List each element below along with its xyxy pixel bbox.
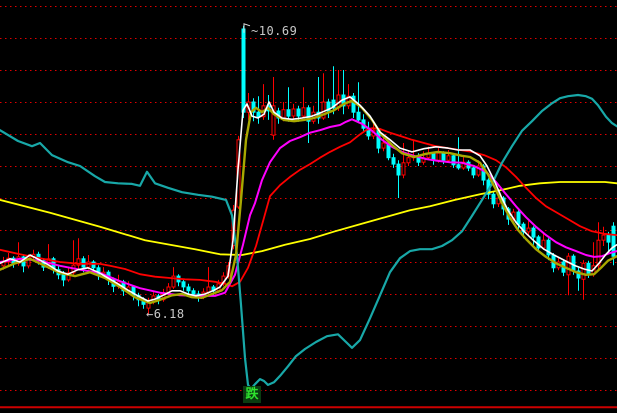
candle-body-up (281, 109, 286, 119)
candle-body-up (406, 157, 411, 164)
ma-fast-white-line (0, 96, 617, 302)
ma-slow-red-line (0, 127, 617, 288)
candle-body-up (526, 227, 531, 233)
candle-body-up (581, 262, 586, 280)
candle-body-up (381, 142, 386, 149)
inverse-indicator-teal-line (0, 93, 617, 390)
candle-body-down (576, 270, 581, 279)
candle-body-down (491, 193, 496, 205)
candle-body-up (66, 272, 71, 281)
candle-body-up (171, 275, 176, 288)
ma-long-yellow-line (0, 181, 617, 256)
candle-body-down (296, 108, 301, 117)
candle-body-down (326, 101, 331, 112)
candle-body-down (256, 111, 261, 118)
candle-body-up (271, 105, 276, 136)
candle-body-up (596, 239, 601, 267)
candle-body-up (566, 255, 571, 276)
candle-body-up (76, 258, 81, 266)
candle-body-down (606, 234, 611, 243)
candle-body-down (241, 28, 246, 113)
high-price-annotation: ~10.69 (251, 24, 298, 38)
candle-body-down (81, 258, 86, 268)
candle-body-up (541, 239, 546, 249)
candle-body-down (306, 107, 311, 122)
candle-body-down (471, 167, 476, 176)
candle-body-down (181, 281, 186, 288)
candle-body-down (331, 99, 336, 109)
fall-marker-badge: 跌 (243, 386, 261, 403)
candle-body-down (396, 163, 401, 176)
candle-body-down (356, 111, 361, 121)
candle-body-down (191, 290, 196, 295)
ma-fast-olive-line (0, 99, 617, 305)
candle-body-down (441, 152, 446, 161)
candle-body-up (401, 162, 406, 176)
candle-body-down (451, 155, 456, 166)
candle-body-up (476, 165, 481, 176)
candle-body-down (516, 211, 521, 225)
candle-body-down (531, 227, 536, 238)
candle-body-up (301, 107, 306, 117)
candle-body-up (601, 234, 606, 241)
candle-body-down (61, 274, 66, 281)
candle-body-down (456, 164, 461, 169)
candle-body-down (286, 109, 291, 117)
candle-body-down (391, 157, 396, 165)
candle-body-down (91, 261, 96, 269)
candle-body-up (321, 101, 326, 119)
candle-body-down (546, 239, 551, 256)
candle-body-up (436, 152, 441, 161)
candle-body-down (586, 262, 591, 275)
high-flag-icon (243, 23, 251, 33)
low-price-annotation: ←6.18 (146, 307, 185, 321)
candle-body-down (611, 225, 616, 257)
candle-body-down (186, 286, 191, 292)
candle-body-up (446, 155, 451, 161)
candle-body-up (291, 108, 296, 117)
